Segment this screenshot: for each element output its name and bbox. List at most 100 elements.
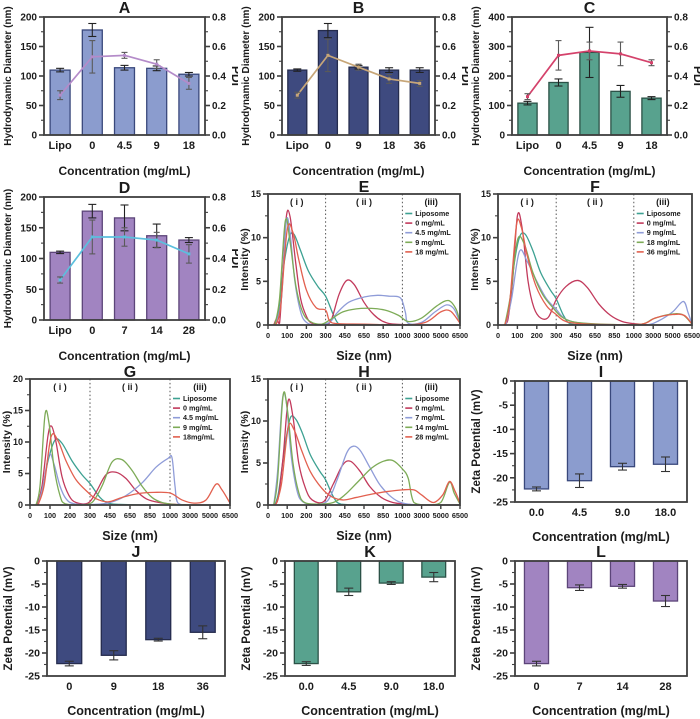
pdi-point (155, 62, 159, 66)
x-tick-label: 0 (266, 511, 270, 520)
y-tick-label: 15 (251, 374, 261, 384)
legend-label: 7 mg/mL (415, 413, 445, 422)
legend-label: 4.5 mg/mL (415, 228, 451, 237)
y-tick-label: 200 (20, 13, 37, 24)
y-tick-label: 50 (26, 101, 38, 112)
y2-tick-label: 0.0 (212, 131, 226, 142)
y-axis-label: Hydrodynamic Diameter (nm) (3, 6, 14, 145)
x-axis-label: Concentration (mg/mL) (532, 530, 670, 544)
x-tick-label: 0 (266, 331, 270, 340)
x-tick-label: 0 (496, 331, 500, 340)
bar (523, 560, 550, 665)
y-tick-label: 15 (13, 406, 23, 416)
y2-tick-label: 0.6 (442, 42, 456, 53)
x-axis-label: Size (nm) (336, 529, 392, 543)
y-tick-label: 200 (488, 72, 505, 83)
x-axis-label: Size (nm) (567, 349, 623, 363)
x-tick-label: 1000 (162, 511, 178, 520)
pdi-point (326, 53, 330, 57)
series-9-mg-ml (505, 249, 693, 326)
y-axis-label: Intensity (%) (239, 228, 251, 290)
legend-label: 18mg/mL (183, 432, 215, 441)
panel-g: G ( i ) ( ii ) (iii) Liposome 0 mg/mL 4.5 mg/m… (0, 365, 238, 545)
chart-c-canvas: C Lipo 0 4.5 9 18 0 100 200 300 400 0.0 0.2 0.4 0.6 0.8… (471, 0, 700, 178)
series-36-mg-ml (504, 218, 693, 326)
bar (336, 560, 362, 593)
x-axis-label: Concentration (mg/mL) (59, 164, 191, 178)
y2-tick-label: 0.2 (212, 101, 226, 112)
y-tick-label: -20 (263, 648, 278, 660)
x-tick-label: 0 (555, 140, 561, 152)
x-tick-label: 300 (320, 331, 332, 340)
bar (548, 81, 569, 136)
y-tick-label: 0 (31, 131, 37, 142)
x-axis-label: Concentration (mg/mL) (532, 704, 670, 718)
y-tick-label: 150 (20, 223, 37, 234)
x-tick-label: 850 (377, 511, 389, 520)
x-tick-label: 100 (511, 331, 523, 340)
bar (56, 560, 83, 665)
region-label: (iii) (656, 197, 670, 207)
panel-title: G (124, 365, 136, 381)
x-tick-label: 450 (104, 511, 116, 520)
panel-title: D (119, 180, 131, 197)
x-tick-label: 3000 (182, 511, 198, 520)
bar (189, 560, 216, 633)
x-tick-label: 3000 (413, 331, 429, 340)
bar (610, 90, 631, 136)
bar (49, 69, 71, 136)
series-0-mg-ml (36, 425, 230, 506)
pdi-point (155, 238, 159, 242)
y-axis-label: Hydrodynamic Diameter (nm) (241, 6, 252, 145)
series-0-mg-ml (274, 398, 460, 506)
x-tick-label: 18 (183, 140, 195, 152)
bar (100, 560, 127, 656)
y-axis-label: Hydrodynamic Diameter (nm) (471, 6, 482, 145)
y-tick-label: 0 (269, 131, 275, 142)
chart-i-canvas: I 0.0 4.5 9.0 18.0 0 -5 -10 -15 -20 -25 Concentrati… (471, 365, 688, 544)
y-tick-label: 0 (256, 320, 261, 330)
y-tick-label: 400 (488, 13, 505, 24)
pdi-point (90, 235, 94, 239)
y-tick-label: -25 (493, 671, 508, 683)
y-tick-label: 200 (258, 13, 275, 24)
bar (609, 380, 636, 468)
y-axis-label: Intensity (%) (469, 228, 481, 290)
pdi-point (357, 65, 360, 69)
x-tick-label: 0 (66, 681, 72, 693)
x-tick-label: 9.0 (384, 681, 399, 693)
y-tick-label: 5 (18, 469, 23, 479)
y-tick-label: -5 (31, 579, 40, 591)
x-tick-label: 4.5 (572, 507, 587, 519)
y-tick-label: 15 (481, 189, 491, 199)
y-tick-label: 5 (486, 276, 491, 286)
y-axis-label: Intensity (%) (239, 411, 251, 473)
panel-title: E (359, 180, 370, 196)
y2-axis-label: PDI (459, 66, 468, 86)
y2-tick-label: 0.0 (212, 316, 226, 327)
x-tick-label: 5000 (433, 511, 449, 520)
pdi-point (619, 52, 622, 56)
legend-label: 0 mg/mL (647, 219, 677, 228)
region-label: ( ii ) (356, 382, 372, 392)
x-axis-label: Concentration (mg/mL) (67, 704, 205, 718)
panel-k: K 0.0 4.5 9.0 18.0 0 -5 -10 -15 -20 -25 Concentrati… (238, 545, 468, 719)
y2-tick-label: 0.2 (212, 285, 226, 296)
chart-a-canvas: A Lipo 0 4.5 9 18 0 50 100 150 200 0.0 0.2 0.4 0.6 0.8 C… (3, 0, 238, 178)
y2-tick-label: 0.8 (212, 193, 226, 204)
legend-label: 4.5 mg/mL (183, 413, 219, 422)
x-tick-label: 4.5 (582, 140, 597, 152)
legend-label: 28 mg/mL (415, 432, 449, 441)
x-tick-label: 36 (197, 681, 209, 693)
pdi-point (123, 235, 126, 239)
x-tick-label: 9 (617, 140, 623, 152)
x-tick-label: 7 (121, 325, 127, 337)
x-tick-label: 4.5 (341, 681, 356, 693)
y-tick-label: -10 (493, 424, 508, 436)
x-tick-label: 3000 (645, 331, 661, 340)
bar (146, 235, 168, 321)
bar (517, 102, 538, 136)
x-axis-label: Size (nm) (102, 529, 158, 543)
series-9-mg-ml (35, 409, 230, 506)
